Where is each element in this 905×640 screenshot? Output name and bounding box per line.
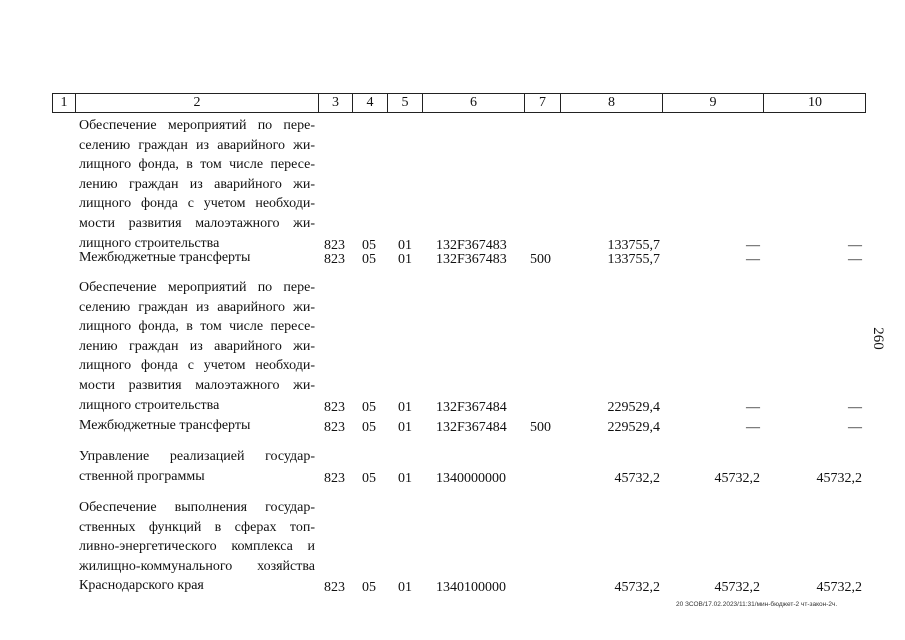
header-cell-5: 5 (388, 94, 423, 112)
cell-c4: 05 (362, 470, 376, 486)
table-row-name: Управление реализацией государ-ственной … (79, 447, 315, 486)
header-cell-6: 6 (423, 94, 525, 112)
cell-c7: 500 (530, 420, 551, 435)
cell-c6: 1340000000 (436, 470, 506, 486)
page-number: 260 (869, 327, 886, 350)
cell-c6: 1340100000 (436, 580, 506, 596)
table-row-name: Межбюджетные трансферты (79, 416, 315, 436)
cell-c3: 823 (324, 399, 345, 415)
cell-c8: 133755,7 (607, 252, 661, 267)
cell-c6: 132F367484 (436, 399, 507, 415)
cell-c10: — (848, 420, 862, 435)
row-text-line: Обеспечение мероприятий по пере- (79, 118, 315, 133)
cell-c9: — (746, 420, 760, 435)
cell-c10: — (848, 252, 862, 267)
cell-c9: — (746, 252, 760, 267)
cell-c5: 01 (398, 580, 412, 596)
cell-c6: 132F367483 (436, 252, 507, 267)
row-text-line: мости развития малоэтажного жи- (79, 215, 315, 231)
cell-c9: — (746, 399, 760, 415)
cell-c5: 01 (398, 399, 412, 415)
row-text-line: ственных функций в сферах топ- (79, 519, 315, 535)
cell-c10: — (848, 237, 862, 253)
row-text-line: мости развития малоэтажного жи- (79, 377, 315, 393)
table-header-row: 1 2 3 4 5 6 7 8 9 10 (52, 93, 866, 113)
header-cell-8: 8 (561, 94, 663, 112)
header-cell-10: 10 (808, 95, 822, 110)
cell-c10: 45732,2 (816, 580, 863, 596)
header-cell-1: 1 (53, 94, 76, 112)
cell-c4: 05 (362, 399, 376, 415)
header-cell-7: 7 (525, 94, 561, 112)
row-text-line: Краснодарского края (79, 578, 204, 594)
cell-c3: 823 (324, 580, 345, 596)
row-text-line: Межбюджетные трансферты (79, 250, 251, 265)
row-text-line: лению граждан из аварийного жи- (79, 176, 315, 192)
cell-c10: 45732,2 (816, 470, 863, 486)
cell-c6: 132F367483 (436, 237, 507, 253)
cell-c4: 05 (362, 252, 376, 267)
cell-c8: 45732,2 (614, 470, 661, 486)
cell-c3: 823 (324, 237, 345, 253)
table-row-name: Межбюджетные трансферты (79, 248, 315, 268)
cell-c3: 823 (324, 252, 345, 267)
row-text-line: Межбюджетные трансферты (79, 418, 251, 433)
cell-c5: 01 (398, 420, 412, 435)
row-text-line: лению граждан из аварийного жи- (79, 338, 315, 354)
table-row-name: Обеспечение выполнения государ-ственных … (79, 498, 315, 596)
cell-c7: 500 (530, 252, 551, 267)
row-text-line: ливно-энергетического комплекса и (79, 539, 315, 555)
cell-c6: 132F367484 (436, 420, 507, 435)
cell-c4: 05 (362, 420, 376, 435)
cell-c8: 229529,4 (607, 399, 661, 415)
cell-c4: 05 (362, 580, 376, 596)
row-text-line: Обеспечение выполнения государ- (79, 500, 315, 515)
cell-c8: 45732,2 (614, 580, 661, 596)
row-text-line: селению граждан из аварийного жи- (79, 137, 315, 153)
cell-c4: 05 (362, 237, 376, 253)
cell-c3: 823 (324, 420, 345, 435)
cell-c10: — (848, 399, 862, 415)
row-text-line: лищного строительства (79, 397, 220, 413)
header-cell-3: 3 (319, 94, 353, 112)
row-text-line: ственной программы (79, 468, 205, 484)
header-cell-4: 4 (353, 94, 388, 112)
header-cell-2: 2 (76, 94, 319, 112)
cell-c3: 823 (324, 470, 345, 486)
cell-c9: — (746, 237, 760, 253)
table-row-name: Обеспечение мероприятий по пере-селению … (79, 116, 315, 253)
cell-c9: 45732,2 (714, 580, 761, 596)
row-text-line: лищного фонда с учетом необходи- (79, 358, 315, 374)
row-text-line: Обеспечение мероприятий по пере- (79, 280, 315, 295)
row-text-line: лищного фонда, в том числе пересе- (79, 319, 315, 335)
row-text-line: лищного фонда, в том числе пересе- (79, 157, 315, 173)
row-text-line: лищного строительства (79, 235, 220, 251)
cell-c9: 45732,2 (714, 470, 761, 486)
row-text-line: лищного фонда с учетом необходи- (79, 196, 315, 212)
cell-c5: 01 (398, 237, 412, 253)
row-text-line: жилищно-коммунального хозяйства (79, 558, 315, 574)
cell-c8: 229529,4 (607, 420, 661, 435)
row-text-line: Управление реализацией государ- (79, 449, 315, 464)
table-row-name: Обеспечение мероприятий по пере-селению … (79, 278, 315, 415)
cell-c5: 01 (398, 252, 412, 267)
cell-c8: 133755,7 (607, 237, 661, 253)
footer-text: 20 ЗСОВ/17.02.2023/11:31/мин-бюджет-2 чт… (676, 601, 838, 608)
row-text-line: селению граждан из аварийного жи- (79, 299, 315, 315)
cell-c5: 01 (398, 470, 412, 486)
header-cell-9: 9 (663, 94, 764, 112)
